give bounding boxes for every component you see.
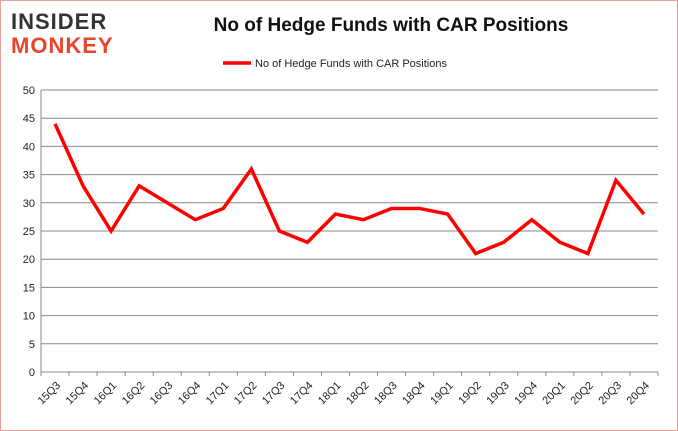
x-tick-label: 20Q3 bbox=[597, 380, 625, 408]
x-tick-label: 16Q4 bbox=[176, 380, 204, 408]
x-tick-label: 15Q4 bbox=[64, 380, 92, 408]
x-tick-label: 16Q2 bbox=[120, 380, 148, 408]
y-tick-label: 5 bbox=[29, 339, 35, 351]
x-tick-label: 17Q2 bbox=[232, 380, 260, 408]
x-tick-label: 17Q3 bbox=[260, 380, 288, 408]
x-tick-label: 19Q1 bbox=[428, 380, 456, 408]
y-tick-label: 45 bbox=[23, 113, 35, 125]
y-tick-label: 10 bbox=[23, 311, 35, 323]
x-tick-label: 19Q4 bbox=[512, 380, 540, 408]
x-tick-label: 18Q1 bbox=[316, 380, 344, 408]
x-tick-label: 20Q2 bbox=[568, 380, 596, 408]
y-tick-label: 25 bbox=[23, 226, 35, 238]
x-tick-label: 17Q4 bbox=[288, 380, 316, 408]
x-tick-label: 18Q2 bbox=[344, 380, 372, 408]
svg-text:MONKEY: MONKEY bbox=[11, 33, 114, 57]
y-tick-label: 35 bbox=[23, 170, 35, 182]
x-tick-label: 16Q1 bbox=[92, 380, 120, 408]
x-tick-label: 17Q1 bbox=[204, 380, 232, 408]
x-tick-label: 18Q3 bbox=[372, 380, 400, 408]
x-tick-label: 16Q3 bbox=[148, 380, 176, 408]
x-tick-label: 20Q4 bbox=[625, 380, 653, 408]
y-tick-label: 0 bbox=[29, 367, 35, 379]
y-tick-label: 50 bbox=[23, 85, 35, 97]
series-line bbox=[53, 123, 646, 256]
x-tick-label: 19Q2 bbox=[456, 380, 484, 408]
x-tick-label: 15Q3 bbox=[36, 380, 64, 408]
y-tick-label: 15 bbox=[23, 282, 35, 294]
y-tick-label: 20 bbox=[23, 254, 35, 266]
chart-title: No of Hedge Funds with CAR Positions bbox=[213, 15, 569, 36]
x-tick-label: 20Q1 bbox=[540, 380, 568, 408]
x-tick-label: 18Q4 bbox=[400, 380, 428, 408]
legend-label: No of Hedge Funds with CAR Positions bbox=[255, 58, 447, 70]
svg-text:INSIDER: INSIDER bbox=[11, 9, 107, 34]
insider-monkey-logo: INSIDER MONKEY bbox=[11, 9, 114, 57]
x-tick-label: 19Q3 bbox=[484, 380, 512, 408]
y-tick-label: 30 bbox=[23, 198, 35, 210]
y-tick-label: 40 bbox=[23, 141, 35, 153]
